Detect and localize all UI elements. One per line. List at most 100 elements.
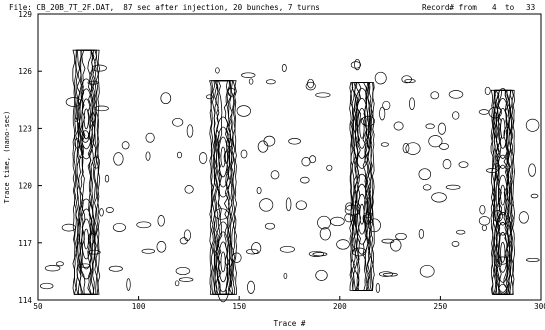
contour-peak-col2-p1-r3 (354, 183, 369, 245)
noise-contour-100 (78, 145, 84, 159)
noise-contour-123 (409, 97, 415, 110)
noise-contour-124 (378, 271, 394, 277)
contour-col1-level1 (210, 80, 236, 295)
x-tick-label-3: 200 (333, 302, 347, 311)
noise-contour-80 (484, 86, 491, 95)
noise-contour-113 (94, 105, 109, 112)
contour-peak-col1-p0-r4 (213, 116, 233, 198)
noise-contour-122 (315, 92, 331, 98)
noise-contour-11 (91, 64, 107, 72)
noise-contour-93 (374, 71, 387, 85)
noise-contour-53 (174, 280, 180, 287)
contour-peak-col3-p0-r2 (497, 107, 508, 149)
contour-peak-col3-p1-r4 (493, 154, 512, 236)
noise-contour-82 (179, 237, 188, 245)
noise-contour-54 (214, 208, 229, 220)
contour-col1-level5 (216, 80, 230, 295)
noise-contour-0 (458, 161, 469, 168)
noise-contour-42 (478, 216, 491, 226)
noise-contour-77 (380, 142, 389, 147)
noise-contour-59 (422, 184, 432, 191)
x-tick-label-2: 150 (232, 302, 246, 311)
contour-peak-col0-p1-r2 (81, 218, 92, 260)
contour-peak-col1-p1-r3 (216, 231, 231, 293)
noise-contour-52 (172, 117, 184, 127)
noise-contour-6 (92, 156, 100, 169)
noise-contour-135 (390, 239, 402, 252)
noise-contour-30 (301, 157, 311, 167)
noise-contour-62 (136, 221, 152, 229)
noise-contours (39, 58, 540, 295)
plot-frame (37, 13, 542, 301)
noise-contour-55 (74, 138, 80, 149)
noise-contour-134 (263, 135, 276, 147)
noise-contour-109 (525, 257, 540, 262)
contour-col2-level6 (356, 82, 368, 291)
noise-contour-132 (256, 186, 262, 195)
noise-contour-84 (442, 159, 452, 170)
noise-contour-66 (264, 222, 276, 230)
x-tick-label-0: 50 (33, 302, 43, 311)
y-axis-label: Trace time, (nano-sec) (3, 111, 11, 204)
contour-col0-level6 (80, 49, 92, 295)
contour-peak-col0-p0-r3 (79, 88, 94, 150)
noise-contour-131 (259, 198, 274, 212)
noise-contour-73 (530, 193, 539, 199)
contour-col1-level6 (217, 80, 229, 295)
plot-header: File: CB_20B_7T_2F.DAT, 87 sec after inj… (0, 0, 545, 14)
noise-contour-18 (184, 185, 194, 194)
contour-peak-col2-p1-r2 (357, 193, 367, 235)
contour-peak-col2-p1-r4 (352, 173, 372, 255)
noise-contour-2 (525, 118, 540, 132)
noise-contour-129 (160, 92, 172, 105)
contour-peak-col0-p0-r1 (83, 108, 89, 130)
noise-contour-86 (87, 249, 101, 255)
contour-peak-col0-p1-r3 (79, 208, 94, 270)
noise-contour-133 (319, 227, 331, 241)
noise-contour-118 (478, 109, 490, 115)
noise-contour-58 (121, 141, 130, 150)
noise-contour-13 (108, 265, 123, 272)
contour-peak-col0-p0-r2 (81, 98, 92, 140)
contour-col3-level6 (497, 89, 508, 295)
noise-contour-137 (496, 256, 509, 265)
noise-contour-108 (382, 272, 398, 277)
x-tick-label-5: 300 (534, 302, 545, 311)
noise-contour-45 (479, 204, 486, 215)
noise-contour-7 (104, 174, 110, 183)
noise-contour-138 (481, 224, 487, 231)
noise-contour-12 (326, 164, 333, 171)
noise-contour-16 (354, 58, 361, 71)
noise-contour-27 (145, 132, 155, 143)
noise-contour-17 (418, 168, 432, 181)
noise-contour-3 (419, 264, 435, 278)
noise-contour-76 (87, 232, 96, 245)
noise-contour-39 (279, 245, 295, 253)
noise-contour-40 (439, 142, 449, 150)
noise-contour-90 (393, 121, 404, 131)
noise-contour-101 (445, 184, 461, 190)
noise-contour-107 (425, 123, 435, 130)
noise-contour-46 (430, 91, 440, 100)
y-tick-label-3: 123 (18, 124, 32, 133)
noise-contour-61 (382, 100, 391, 110)
noise-contour-74 (99, 208, 104, 217)
x-tick-label-4: 250 (434, 302, 448, 311)
noise-contour-68 (330, 216, 345, 227)
noise-contour-34 (451, 241, 460, 247)
noise-contour-85 (113, 152, 124, 166)
contour-col0-level1 (73, 49, 99, 295)
contour-peak-col1-p0-r1 (220, 146, 226, 168)
noise-contour-23 (157, 215, 165, 227)
noise-contour-41 (227, 87, 236, 97)
noise-contour-99 (317, 215, 331, 230)
y-tick-label-4: 126 (18, 67, 32, 76)
contour-lines (72, 49, 516, 303)
noise-contour-139 (418, 229, 425, 239)
noise-contour-89 (401, 75, 412, 84)
noise-contour-69 (308, 250, 325, 257)
noise-contour-92 (74, 117, 79, 122)
noise-contour-22 (452, 111, 460, 120)
noise-contour-117 (350, 61, 362, 69)
